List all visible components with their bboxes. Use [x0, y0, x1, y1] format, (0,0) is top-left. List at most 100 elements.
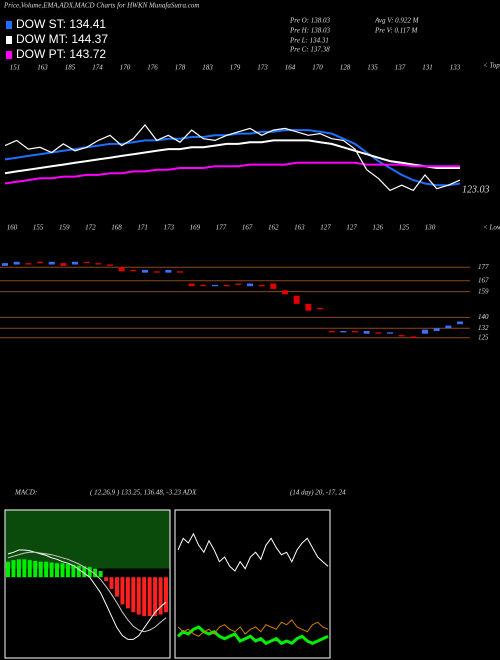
histogram-bar — [131, 577, 136, 613]
candle — [165, 269, 172, 273]
histogram-bar — [11, 560, 16, 578]
low-label: 168 — [111, 224, 122, 232]
histogram-bar — [33, 560, 38, 578]
top-label: 179 — [230, 64, 241, 72]
legend-swatch — [6, 21, 12, 29]
histogram-bar — [93, 568, 98, 578]
level-label: 177 — [478, 263, 489, 271]
candle — [130, 269, 137, 272]
price-line — [4, 161, 460, 185]
top-label: 163 — [37, 64, 48, 72]
histogram-bar — [16, 559, 21, 578]
low-label: 159 — [59, 224, 70, 232]
top-label: 176 — [147, 64, 158, 72]
top-label: 185 — [65, 64, 76, 72]
candle — [153, 271, 160, 273]
low-label: 130 — [425, 224, 436, 232]
candle — [457, 321, 463, 325]
histogram-bar — [60, 563, 65, 578]
price-line — [4, 123, 461, 192]
stat: Avg V: 0.922 M — [374, 17, 420, 25]
macd-band — [5, 510, 170, 569]
candle — [258, 284, 265, 287]
stat: Pre C: 137.38 — [289, 46, 330, 54]
histogram-bar — [104, 577, 109, 582]
macd-title: MACD: — [14, 489, 37, 497]
histogram-bar — [55, 563, 60, 578]
low-label: 172 — [85, 224, 96, 232]
legend-swatch — [6, 51, 12, 59]
candle — [410, 336, 417, 338]
candle — [270, 283, 277, 289]
candle — [282, 290, 288, 295]
low-label: 169 — [190, 224, 201, 232]
candle — [142, 269, 148, 273]
top-label: 178 — [175, 64, 186, 72]
histogram-bar — [98, 571, 103, 578]
candle — [212, 284, 218, 287]
histogram-bar — [120, 577, 125, 605]
candle — [223, 284, 230, 287]
histogram-bar — [153, 577, 158, 617]
candle — [2, 263, 8, 266]
histogram-bar — [6, 561, 10, 578]
price-line — [4, 139, 460, 175]
candle — [107, 264, 113, 266]
low-label: 127 — [346, 224, 357, 232]
candle — [235, 283, 242, 285]
macd-subtitle: ( 12,26,9 ) 133.25, 136.48, -3.23 ADX — [90, 489, 197, 497]
candle — [445, 325, 452, 329]
candle — [25, 263, 32, 265]
top-label: 164 — [285, 64, 296, 72]
histogram-bar — [65, 564, 70, 578]
low-label: 177 — [216, 224, 227, 232]
top-label: 170 — [312, 64, 323, 72]
low-label: 171 — [137, 224, 148, 232]
histogram-bar — [147, 577, 152, 617]
candle — [118, 267, 125, 272]
candle — [317, 307, 323, 310]
adx-line — [177, 619, 329, 637]
candle — [387, 332, 393, 334]
adx-line — [177, 532, 329, 572]
level-label: 125 — [478, 333, 489, 341]
histogram-bar — [27, 560, 32, 578]
histogram-bar — [114, 577, 119, 597]
top-label: 151 — [10, 64, 21, 72]
adx-line — [177, 625, 329, 646]
candle — [398, 335, 405, 337]
top-label: 131 — [422, 64, 433, 72]
macd-line — [7, 551, 167, 633]
candle — [328, 331, 335, 333]
candle — [340, 331, 347, 333]
histogram-bar — [82, 566, 87, 578]
level-label: 132 — [478, 324, 489, 332]
stat: Pre H: 138.03 — [289, 27, 330, 35]
candle — [363, 331, 370, 334]
lows-label: < Lows — [483, 224, 500, 232]
macd-frame — [4, 509, 171, 659]
top-label: 135 — [367, 64, 378, 72]
stat: Pre L: 134.31 — [289, 37, 329, 45]
adx-frame — [174, 509, 331, 659]
low-label: 173 — [164, 224, 175, 232]
last-label: 123.03 — [462, 184, 490, 195]
legend-label: DOW PT: 143.72 — [16, 47, 106, 61]
stat: Pre O: 138.03 — [289, 17, 330, 25]
histogram-bar — [87, 567, 92, 578]
candle — [48, 261, 55, 265]
candle — [72, 261, 78, 265]
top-label: 128 — [340, 64, 351, 72]
legend-swatch — [6, 36, 12, 44]
low-label: 163 — [294, 224, 305, 232]
low-label: 155 — [33, 224, 44, 232]
histogram-bar — [38, 561, 43, 578]
candle — [188, 283, 195, 287]
candle — [37, 261, 43, 264]
histogram-bar — [22, 559, 27, 578]
candle — [200, 284, 207, 287]
top-label: 133 — [450, 64, 461, 72]
candle — [83, 261, 90, 264]
level-label: 159 — [478, 287, 489, 295]
